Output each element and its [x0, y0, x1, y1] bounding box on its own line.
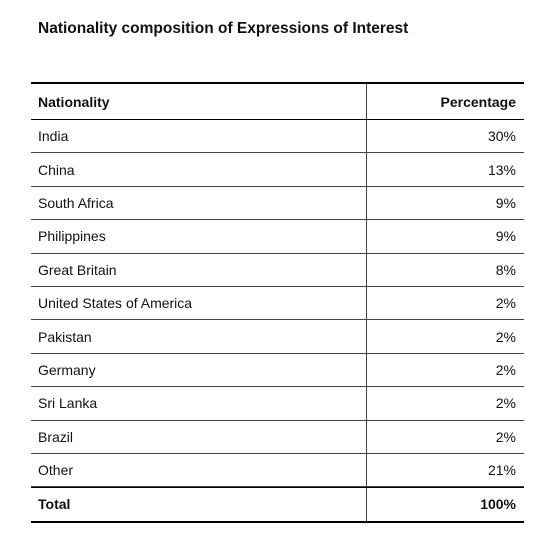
table-row: Sri Lanka 2%: [31, 387, 524, 421]
table-row: Other 21%: [31, 453, 524, 488]
table-row: South Africa 9%: [31, 186, 524, 221]
percentage-cell: 9%: [495, 194, 516, 211]
percentage-cell: 2%: [495, 295, 516, 312]
nationality-cell: China: [31, 153, 367, 186]
percentage-cell: 30%: [487, 128, 516, 145]
table-row: Brazil 2%: [31, 420, 524, 454]
table-total-row: Total 100%: [31, 487, 524, 521]
percentage-cell: 2%: [495, 328, 516, 345]
percentage-cell: 8%: [495, 261, 516, 278]
percentage-cell: 9%: [495, 228, 516, 245]
header-percentage: Percentage: [440, 93, 516, 110]
nationality-cell: Brazil: [31, 420, 367, 453]
percentage-cell: 2%: [495, 428, 516, 445]
total-label: Total: [31, 488, 367, 521]
table-row: India 30%: [31, 120, 524, 154]
nationality-cell: Sri Lanka: [31, 387, 367, 420]
percentage-cell: 21%: [487, 462, 516, 479]
nationality-cell: Germany: [31, 353, 367, 387]
table-row: Pakistan 2%: [31, 320, 524, 354]
header-nationality: Nationality: [31, 84, 367, 119]
percentage-cell: 13%: [487, 161, 516, 178]
nationality-cell: Philippines: [31, 220, 367, 253]
total-percentage: 100%: [480, 496, 516, 513]
table-row: Great Britain 8%: [31, 253, 524, 287]
table-row: Philippines 9%: [31, 220, 524, 254]
nationality-cell: Pakistan: [31, 320, 367, 353]
table-header-row: Nationality Percentage: [31, 84, 524, 120]
page-title: Nationality composition of Expressions o…: [38, 20, 409, 37]
table-row: United States of America 2%: [31, 286, 524, 321]
table-row: Germany 2%: [31, 353, 524, 388]
percentage-cell: 2%: [495, 361, 516, 378]
nationality-table: Nationality Percentage India 30% China 1…: [31, 82, 524, 523]
nationality-cell: United States of America: [31, 286, 367, 320]
nationality-cell: Great Britain: [31, 253, 367, 286]
nationality-cell: South Africa: [31, 186, 367, 220]
table-row: China 13%: [31, 153, 524, 187]
nationality-cell: India: [31, 120, 367, 153]
percentage-cell: 2%: [495, 395, 516, 412]
nationality-cell: Other: [31, 453, 367, 487]
